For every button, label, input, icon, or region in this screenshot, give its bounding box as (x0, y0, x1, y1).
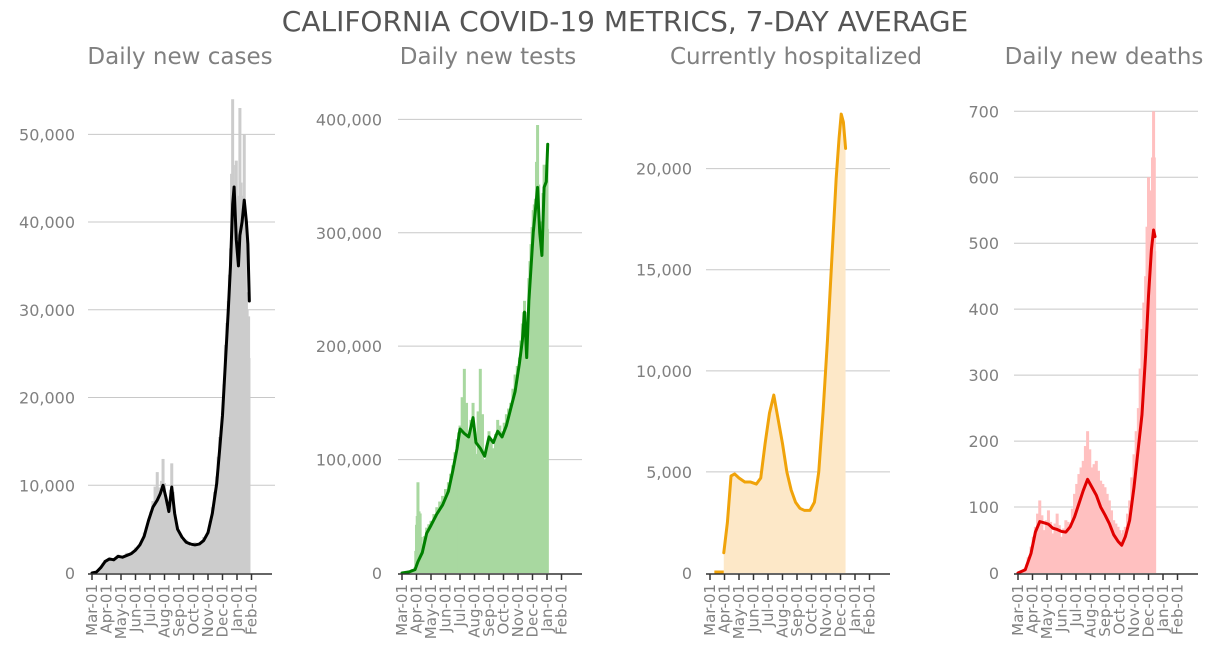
y-tick-label: 200 (968, 432, 999, 451)
data-bar (247, 358, 251, 573)
x-tick-label: Apr-01 (716, 584, 734, 634)
y-tick-label: 0 (682, 564, 692, 583)
series-line (90, 185, 251, 575)
x-tick-label: Feb-01 (243, 584, 261, 635)
panel-currently-hospitalized: Currently hospitalized 0 5,000 10,000 15,000… (636, 44, 922, 639)
x-tick-label: Jun-01 (127, 584, 145, 633)
y-tick-label: 400,000 (316, 110, 382, 129)
x-tick-label: Jun-01 (1053, 584, 1071, 633)
series-line (722, 112, 848, 555)
x-tick-label: Feb-01 (1169, 584, 1187, 635)
x-tick-label: Mar-01 (393, 584, 411, 636)
x-tick-label: Dec-01 (524, 584, 542, 638)
x-tick-label: Nov-01 (1125, 584, 1143, 637)
series-line (1016, 228, 1157, 575)
x-tick-label: Jun-01 (437, 584, 455, 633)
x-tick-label: Oct-01 (803, 584, 821, 634)
panel-daily-new-cases: Daily new cases 0 10,000 20,000 30,000 40,000… (19, 44, 275, 639)
x-tick-label: May-01 (112, 584, 130, 639)
x-tick-label: Nov-01 (199, 584, 217, 637)
y-tick-label: 700 (968, 102, 999, 121)
x-tick-label: May-01 (1038, 584, 1056, 639)
x-tick-label: Sep-01 (1096, 584, 1114, 637)
y-tick-label: 40,000 (19, 213, 75, 232)
y-tick-label: 100,000 (316, 451, 382, 470)
x-tick-label: Sep-01 (170, 584, 188, 637)
x-tick-label: Nov-01 (509, 584, 527, 637)
x-tick-label: Sep-01 (788, 584, 806, 637)
area-fill (723, 114, 846, 573)
x-tick-label: Jul-01 (451, 584, 469, 628)
y-tick-label: 300,000 (316, 224, 382, 243)
x-tick-label: Apr-01 (408, 584, 426, 634)
y-tick-label: 5,000 (646, 463, 692, 482)
data-bar (545, 228, 549, 573)
x-tick-label: Nov-01 (817, 584, 835, 637)
x-tick-label: Jul-01 (1067, 584, 1085, 628)
x-tick-label: Oct-01 (495, 584, 513, 634)
y-tick-label: 20,000 (636, 160, 692, 179)
y-tick-label: 20,000 (19, 389, 75, 408)
x-tick-label: Jan-01 (846, 584, 864, 633)
x-tick-label: Oct-01 (1111, 584, 1129, 634)
y-tick-label: 15,000 (636, 261, 692, 280)
x-tick-label: Dec-01 (214, 584, 232, 638)
y-tick-label: 10,000 (19, 476, 75, 495)
y-tick-label: 500 (968, 234, 999, 253)
x-tick-label: Apr-01 (98, 584, 116, 634)
data-bar (1153, 251, 1157, 574)
y-tick-label: 0 (989, 564, 999, 583)
panel-title: Daily new cases (87, 44, 272, 70)
series-line (400, 142, 550, 575)
x-tick-label: Mar-01 (1009, 584, 1027, 636)
x-tick-label: May-01 (730, 584, 748, 639)
x-tick-label: Dec-01 (1140, 584, 1158, 638)
panel-title: Currently hospitalized (670, 44, 922, 70)
x-tick-label: Aug-01 (1082, 584, 1100, 638)
x-tick-label: Jul-01 (141, 584, 159, 628)
x-tick-label: May-01 (422, 584, 440, 639)
x-tick-label: Apr-01 (1024, 584, 1042, 634)
x-tick-label: Jun-01 (745, 584, 763, 633)
x-tick-label: Jan-01 (1154, 584, 1172, 633)
panel-daily-new-deaths: Daily new deaths 0 100 200 300 400 500 600 700 Ma… (968, 44, 1203, 639)
y-tick-label: 600 (968, 168, 999, 187)
y-tick-label: 30,000 (19, 301, 75, 320)
x-tick-label: Aug-01 (466, 584, 484, 638)
figure-title: CALIFORNIA COVID-19 METRICS, 7-DAY AVERA… (282, 5, 968, 38)
x-tick-label: Dec-01 (832, 584, 850, 638)
x-tick-label: Aug-01 (156, 584, 174, 638)
x-tick-label: Aug-01 (774, 584, 792, 638)
y-tick-label: 400 (968, 300, 999, 319)
y-tick-label: 50,000 (19, 125, 75, 144)
x-tick-label: Jan-01 (228, 584, 246, 633)
y-tick-label: 0 (372, 564, 382, 583)
x-tick-label: Sep-01 (480, 584, 498, 637)
x-tick-label: Mar-01 (83, 584, 101, 636)
y-tick-label: 0 (65, 564, 75, 583)
y-tick-label: 200,000 (316, 337, 382, 356)
panel-title: Daily new tests (400, 44, 577, 70)
y-tick-label: 10,000 (636, 362, 692, 381)
x-tick-label: Oct-01 (185, 584, 203, 634)
panel-daily-new-tests: Daily new tests 0 100,000 200,000 300,000 400… (316, 44, 582, 639)
x-tick-label: Jul-01 (759, 584, 777, 628)
y-tick-label: 100 (968, 498, 999, 517)
x-tick-label: Feb-01 (861, 584, 879, 635)
x-tick-label: Mar-01 (701, 584, 719, 636)
x-tick-label: Jan-01 (538, 584, 556, 633)
y-tick-label: 300 (968, 366, 999, 385)
x-tick-label: Feb-01 (553, 584, 571, 635)
panel-title: Daily new deaths (1005, 44, 1204, 70)
